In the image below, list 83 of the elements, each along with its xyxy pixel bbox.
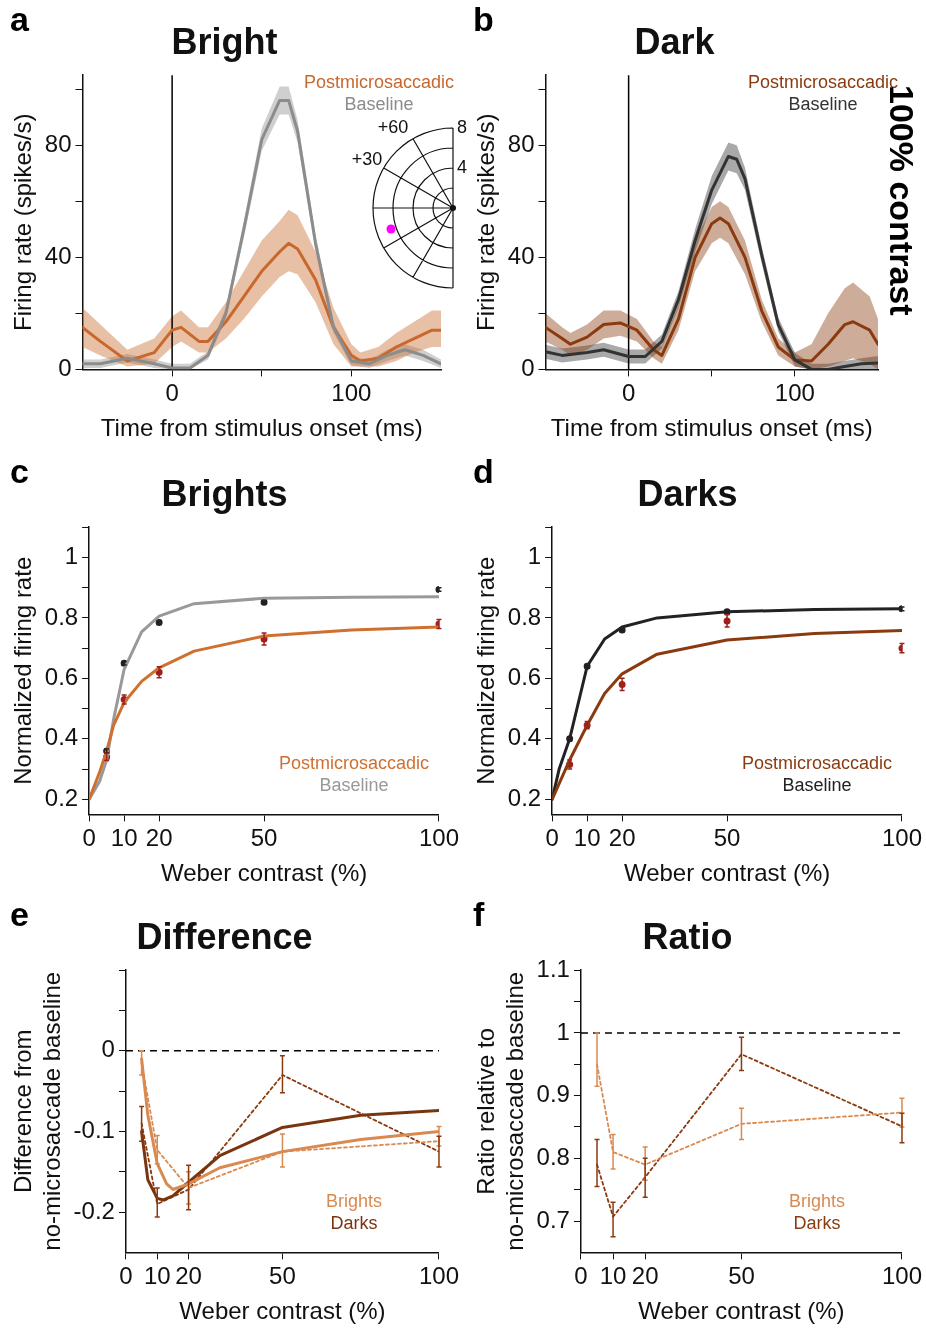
text: e: [10, 895, 29, 934]
y-tick-label: 0.2: [507, 783, 542, 811]
x-axis-title: Weber contrast (%): [179, 1297, 386, 1325]
x-tick-label: 100: [774, 379, 815, 407]
y-axis-title: Normalized firing rate: [9, 556, 37, 785]
y-tick-label: 0.4: [507, 723, 542, 751]
y-tick-label: 40: [507, 241, 535, 269]
text: Darks: [793, 1213, 841, 1234]
y-tick-label: 0: [101, 1035, 115, 1063]
x-tick-label: 100: [418, 1262, 459, 1290]
y-tick-label: 1: [527, 542, 542, 570]
y-axis-title: Ratio relative to no-microsaccade baseline: [472, 971, 528, 1251]
y-tick-label: 0.7: [536, 1205, 570, 1233]
x-tick-label: 50: [713, 824, 741, 852]
text: a: [10, 0, 29, 39]
y-tick-label: 1: [64, 542, 79, 570]
text: Darks: [330, 1213, 378, 1234]
text: Baseline: [788, 94, 858, 115]
x-axis-title: Weber contrast (%): [638, 1297, 845, 1325]
y-tick-label: 0.8: [536, 1142, 570, 1170]
y-tick-label: 0.8: [507, 602, 542, 630]
y-tick-label: 0.6: [44, 662, 79, 690]
chart-title: Ratio: [642, 915, 733, 957]
text: Postmicrosaccadic: [741, 753, 892, 774]
chart-title: Difference: [136, 915, 313, 957]
y-tick-label: -0.2: [73, 1196, 115, 1224]
x-axis-title: Time from stimulus onset (ms): [550, 414, 873, 442]
annotation: +30: [351, 148, 383, 169]
y-axis-title: Firing rate (spikes/s): [9, 113, 37, 331]
y-axis-title: Normalized firing rate: [472, 556, 500, 785]
x-tick-label: 0: [119, 1262, 133, 1290]
x-tick-label: 0: [165, 379, 179, 407]
chart-title: Dark: [634, 20, 716, 62]
x-tick-label: 50: [269, 1262, 296, 1290]
text: f: [473, 895, 485, 934]
x-tick-label: 10: [143, 1262, 171, 1290]
y-tick-label: 1: [556, 1017, 570, 1045]
y-tick-label: 0: [58, 354, 72, 382]
y-tick-label: 80: [44, 129, 72, 157]
y-tick-label: 0.9: [536, 1080, 570, 1108]
x-tick-label: 10: [599, 1262, 627, 1290]
x-tick-label: 10: [573, 824, 601, 852]
chart-title: Darks: [637, 472, 738, 514]
x-tick-label: 20: [631, 1262, 659, 1290]
x-axis-title: Time from stimulus onset (ms): [100, 414, 423, 442]
chart-title: Bright: [171, 20, 278, 62]
text: Brights: [788, 1191, 845, 1212]
x-axis-title: Weber contrast (%): [623, 859, 831, 887]
x-tick-label: 100: [881, 1262, 922, 1290]
x-tick-label: 20: [608, 824, 636, 852]
text: b: [473, 0, 494, 39]
x-tick-label: 100: [331, 379, 372, 407]
y-axis-title: Firing rate (spikes/s): [472, 113, 500, 331]
y-tick-label: 0.6: [507, 662, 542, 690]
x-tick-label: 50: [728, 1262, 755, 1290]
annotation: +60: [377, 116, 409, 137]
x-tick-label: 20: [145, 824, 173, 852]
y-tick-label: 80: [507, 129, 535, 157]
x-tick-label: 0: [621, 379, 636, 407]
x-tick-label: 100: [418, 824, 459, 852]
x-tick-label: 100: [881, 824, 922, 852]
y-tick-label: 40: [44, 241, 72, 269]
chart-title: Brights: [161, 472, 288, 514]
text: Baseline: [344, 94, 414, 115]
y-tick-label: 0.2: [44, 783, 79, 811]
text: Brights: [325, 1191, 382, 1212]
x-axis-title: Weber contrast (%): [160, 859, 368, 887]
y-tick-label: -0.1: [73, 1116, 115, 1144]
text: Baseline: [319, 775, 389, 796]
y-tick-label: 0.8: [44, 602, 79, 630]
text: Postmicrosaccadic: [278, 753, 429, 774]
x-tick-label: 50: [250, 824, 278, 852]
x-tick-label: 0: [574, 1262, 588, 1290]
x-tick-label: 10: [110, 824, 138, 852]
text: c: [10, 452, 29, 491]
y-axis-title: Difference from no-microsaccade baseline: [9, 971, 65, 1251]
x-tick-label: 20: [175, 1262, 202, 1290]
y-tick-label: 1.1: [536, 954, 570, 982]
text: Baseline: [782, 775, 852, 796]
y-tick-label: 0.4: [44, 723, 79, 751]
y-tick-label: 0: [521, 354, 535, 382]
text: Postmicrosaccadic: [303, 72, 455, 93]
text: d: [473, 452, 494, 491]
